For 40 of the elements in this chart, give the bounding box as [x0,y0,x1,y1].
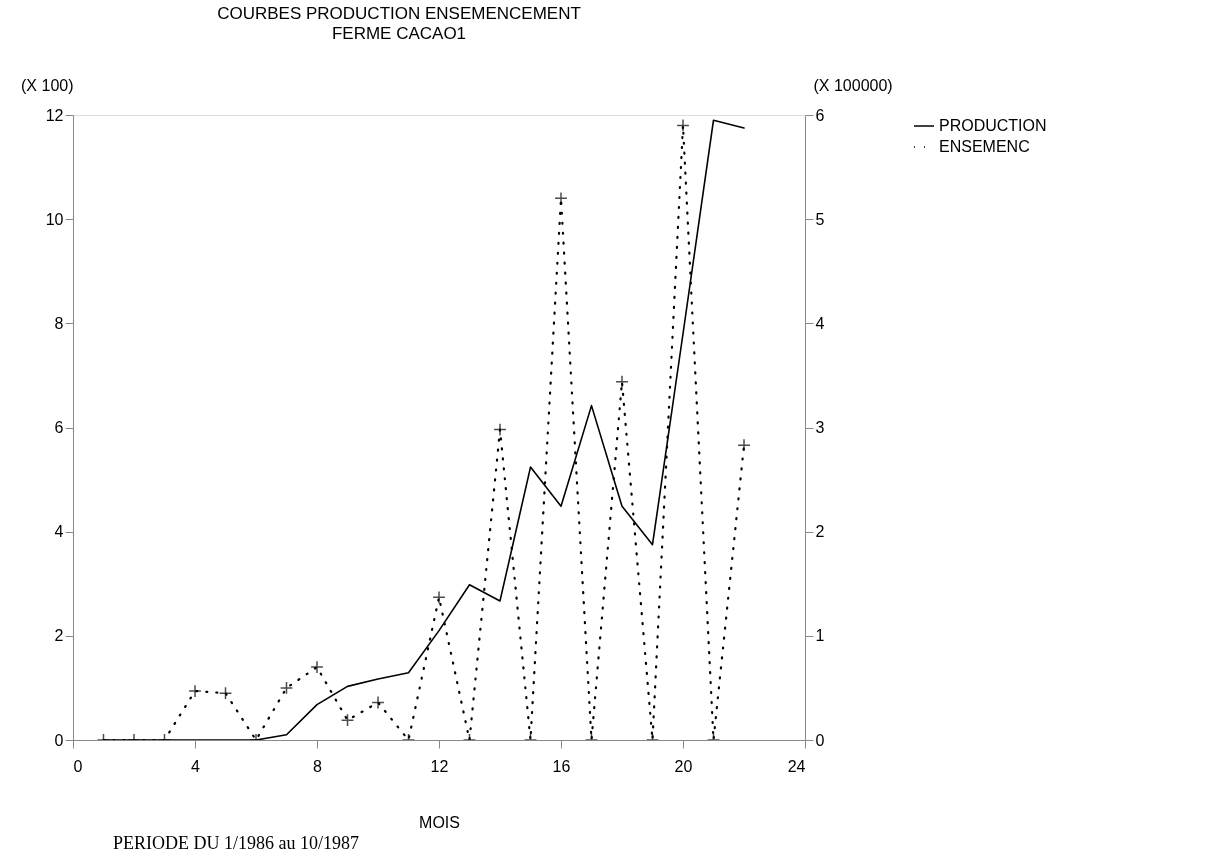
y2-tick-label: 6 [815,106,825,124]
y-tick-label: 10 [45,210,64,228]
y2-axis-title: (X 100000) [813,76,893,94]
y-tick-label: 4 [54,523,64,541]
x-tick-label: 0 [73,757,83,775]
chart-title: COURBES PRODUCTION ENSEMENCEMENT [217,4,581,23]
chart-subtitle: FERME CACAO1 [331,24,467,43]
point [737,438,751,452]
y2-tick-label: 1 [815,627,825,645]
y-tick-label: 2 [54,627,64,645]
y2-tick-label: 2 [815,523,825,541]
point [371,695,385,710]
x-tick-label: 4 [191,757,201,775]
y-tick-label: 12 [45,106,64,124]
text: PERIODE DU 1/1986 au 10/1987 [113,833,359,853]
y-axis-title: (X 100) [21,76,74,94]
x-tick-label: 12 [430,757,449,775]
point [279,681,294,695]
y2-tick-label: 4 [815,314,825,332]
y-tick-label: 8 [54,314,64,332]
point [615,375,629,389]
point [218,686,233,700]
y2-tick-label: 0 [815,731,825,749]
point [340,713,355,727]
point [188,684,202,698]
point [493,422,507,437]
x-tick-label: 16 [552,757,571,775]
point [310,660,324,674]
point [432,590,446,604]
x-tick-label: 20 [674,757,693,775]
legend-label: ENSEMENC [939,138,1030,155]
x-tick-label: 8 [313,757,323,775]
y2-tick-label: 3 [815,419,825,436]
point [676,118,690,133]
y-tick-label: 6 [54,419,64,436]
x-axis-title: MOIS [419,813,460,831]
x-tick-label: 24 [787,757,806,775]
y2-tick-label: 5 [815,210,825,228]
legend-label: PRODUCTION [939,117,1047,134]
y-tick-label: 0 [54,731,64,749]
